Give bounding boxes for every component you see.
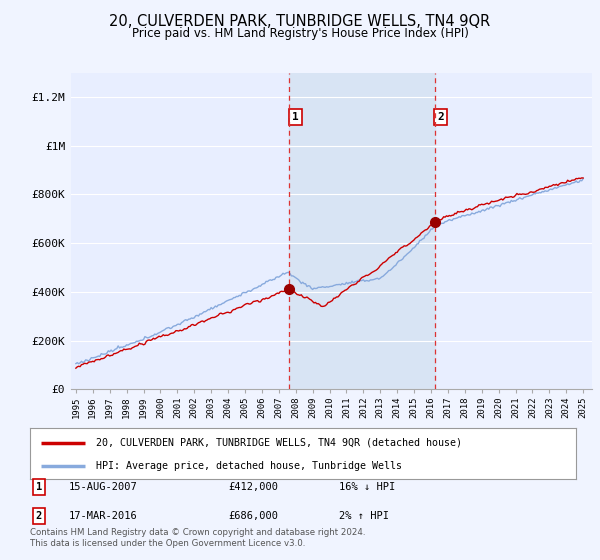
Text: 1: 1 (292, 112, 299, 122)
Text: 20, CULVERDEN PARK, TUNBRIDGE WELLS, TN4 9QR: 20, CULVERDEN PARK, TUNBRIDGE WELLS, TN4… (109, 14, 491, 29)
Bar (289, 73, 434, 389)
Text: 15-AUG-2007: 15-AUG-2007 (69, 482, 138, 492)
Text: 2% ↑ HPI: 2% ↑ HPI (339, 511, 389, 521)
Text: £412,000: £412,000 (228, 482, 278, 492)
Text: 2: 2 (437, 112, 444, 122)
Text: £686,000: £686,000 (228, 511, 278, 521)
Text: HPI: Average price, detached house, Tunbridge Wells: HPI: Average price, detached house, Tunb… (95, 461, 401, 471)
Text: 16% ↓ HPI: 16% ↓ HPI (339, 482, 395, 492)
Text: 17-MAR-2016: 17-MAR-2016 (69, 511, 138, 521)
Text: 2: 2 (36, 511, 42, 521)
Text: 20, CULVERDEN PARK, TUNBRIDGE WELLS, TN4 9QR (detached house): 20, CULVERDEN PARK, TUNBRIDGE WELLS, TN4… (95, 437, 461, 447)
Text: 1: 1 (36, 482, 42, 492)
Text: Price paid vs. HM Land Registry's House Price Index (HPI): Price paid vs. HM Land Registry's House … (131, 27, 469, 40)
Text: Contains HM Land Registry data © Crown copyright and database right 2024.
This d: Contains HM Land Registry data © Crown c… (30, 528, 365, 548)
